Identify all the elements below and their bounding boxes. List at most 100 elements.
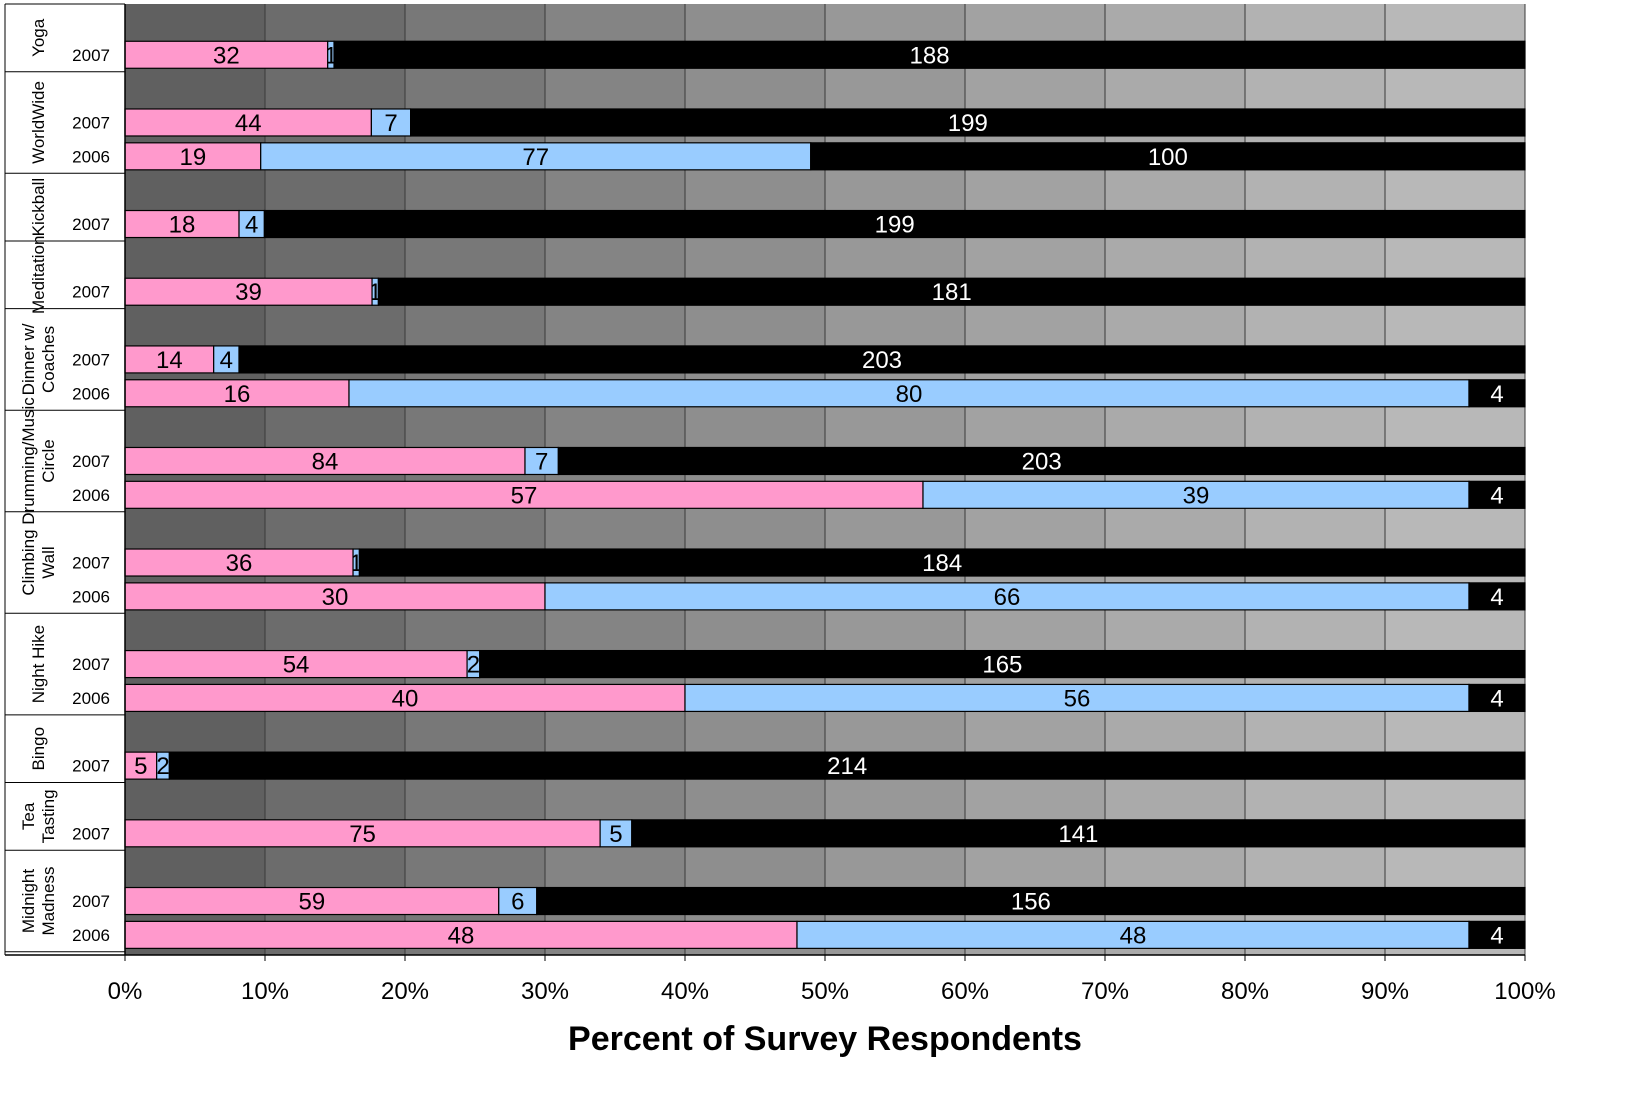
bar-value-label: 4 bbox=[245, 212, 258, 239]
bar-segment bbox=[358, 548, 1526, 577]
row-year-label: 2006 bbox=[72, 384, 110, 403]
bar-segment bbox=[684, 683, 1470, 713]
group-label: Madness bbox=[39, 867, 58, 936]
bar-segment bbox=[810, 142, 1526, 171]
bar-value-label: 4 bbox=[1490, 584, 1503, 611]
bar-segment bbox=[1468, 480, 1526, 509]
row-year-label: 2007 bbox=[72, 824, 110, 843]
bar-value-label: 44 bbox=[235, 110, 262, 137]
bar-value-label: 1 bbox=[350, 550, 363, 577]
group-label: Kickball bbox=[29, 178, 48, 237]
bar-segment bbox=[238, 345, 1526, 374]
bar-value-label: 57 bbox=[511, 482, 538, 509]
row-year-label: 2007 bbox=[72, 283, 110, 302]
bar-value-label: 165 bbox=[982, 652, 1022, 679]
bar-value-label: 4 bbox=[1490, 381, 1503, 408]
bar-value-label: 19 bbox=[180, 144, 207, 171]
bar-segment bbox=[370, 108, 412, 137]
bar-segment bbox=[124, 40, 329, 69]
row-year-label: 2007 bbox=[72, 113, 110, 132]
group-label: Bingo bbox=[29, 727, 48, 770]
bar-value-label: 54 bbox=[283, 652, 310, 679]
group-label: Night Hike bbox=[29, 625, 48, 703]
bar-segment bbox=[796, 920, 1470, 949]
x-tick-label: 60% bbox=[941, 978, 989, 1005]
bar-value-label: 6 bbox=[511, 889, 524, 916]
bar-value-label: 75 bbox=[349, 821, 376, 848]
row-year-label: 2006 bbox=[72, 689, 110, 708]
group-label: Drumming/Music bbox=[19, 397, 38, 525]
x-tick-label: 90% bbox=[1361, 978, 1409, 1005]
group-label: Coaches bbox=[39, 326, 58, 393]
x-tick-label: 10% bbox=[241, 978, 289, 1005]
bar-value-label: 7 bbox=[535, 448, 548, 475]
x-tick-label: 50% bbox=[801, 978, 849, 1005]
group-label: WorldWide bbox=[29, 81, 48, 164]
bar-value-label: 156 bbox=[1011, 889, 1051, 916]
bar-value-label: 1 bbox=[369, 279, 382, 306]
x-tick-label: 0% bbox=[108, 978, 143, 1005]
bar-value-label: 14 bbox=[156, 347, 183, 374]
row-year-label: 2007 bbox=[72, 452, 110, 471]
row-year-label: 2007 bbox=[72, 655, 110, 674]
bar-segment bbox=[124, 209, 240, 239]
bar-segment bbox=[124, 142, 262, 171]
x-tick-label: 80% bbox=[1221, 978, 1269, 1005]
bar-value-label: 56 bbox=[1064, 685, 1091, 712]
row-year-label: 2007 bbox=[72, 757, 110, 776]
row-year-label: 2007 bbox=[72, 350, 110, 369]
axes bbox=[4, 3, 1525, 956]
group-label: Wall bbox=[39, 546, 58, 578]
bar-segment bbox=[124, 920, 798, 949]
bar-value-label: 7 bbox=[384, 110, 397, 137]
bar-value-label: 184 bbox=[922, 550, 962, 577]
bar-value-label: 36 bbox=[226, 550, 253, 577]
group-label: Midnight bbox=[19, 869, 38, 934]
bar-segment bbox=[1468, 683, 1526, 713]
row-year-label: 2007 bbox=[72, 554, 110, 573]
bar-segment bbox=[1468, 920, 1526, 949]
bar-value-label: 32 bbox=[213, 42, 240, 69]
bar-segment bbox=[124, 277, 373, 306]
x-tick-label: 20% bbox=[381, 978, 429, 1005]
bar-value-label: 39 bbox=[1183, 482, 1210, 509]
bar-segment bbox=[536, 886, 1526, 916]
row-year-label: 2006 bbox=[72, 147, 110, 166]
bar-segment bbox=[1468, 379, 1526, 408]
bar-value-label: 18 bbox=[169, 212, 196, 239]
row-year-label: 2006 bbox=[72, 926, 110, 945]
x-tick-label: 100% bbox=[1494, 978, 1555, 1005]
bar-segment bbox=[124, 480, 924, 509]
x-tick-label: 30% bbox=[521, 978, 569, 1005]
group-label: Dinner w/ bbox=[19, 323, 38, 395]
bar-value-label: 4 bbox=[220, 347, 233, 374]
bar-segment bbox=[168, 751, 1526, 780]
bar-value-label: 5 bbox=[609, 821, 622, 848]
bar-segment bbox=[922, 480, 1470, 509]
bar-value-label: 203 bbox=[862, 347, 902, 374]
bar-segment bbox=[410, 108, 1526, 137]
bar-value-label: 1 bbox=[324, 42, 337, 69]
bar-segment bbox=[263, 209, 1526, 239]
bar-value-label: 30 bbox=[322, 584, 349, 611]
bar-value-label: 2 bbox=[156, 753, 169, 780]
group-label: Circle bbox=[39, 439, 58, 482]
bar-segment bbox=[124, 108, 372, 137]
bar-value-label: 181 bbox=[932, 279, 972, 306]
x-tick-label: 40% bbox=[661, 978, 709, 1005]
x-axis-title: Percent of Survey Respondents bbox=[568, 1020, 1082, 1058]
group-label: Tasting bbox=[39, 789, 58, 843]
bar-value-label: 203 bbox=[1022, 448, 1062, 475]
row-year-label: 2007 bbox=[72, 892, 110, 911]
bar-segment bbox=[124, 582, 546, 611]
x-tick-labels: 0% 10% 20% 30% 40% 50% 60% 70% 80% 90% 100% bbox=[108, 955, 1556, 1005]
group-label: Tea bbox=[19, 802, 38, 830]
row-labels: 2007 2007 2006 2007 2007 2007 2006 2007 2006 2007… bbox=[72, 46, 110, 945]
bar-segment bbox=[238, 209, 265, 239]
bar-value-label: 4 bbox=[1490, 922, 1503, 949]
bar-value-label: 199 bbox=[875, 212, 915, 239]
bar-value-label: 4 bbox=[1490, 482, 1503, 509]
